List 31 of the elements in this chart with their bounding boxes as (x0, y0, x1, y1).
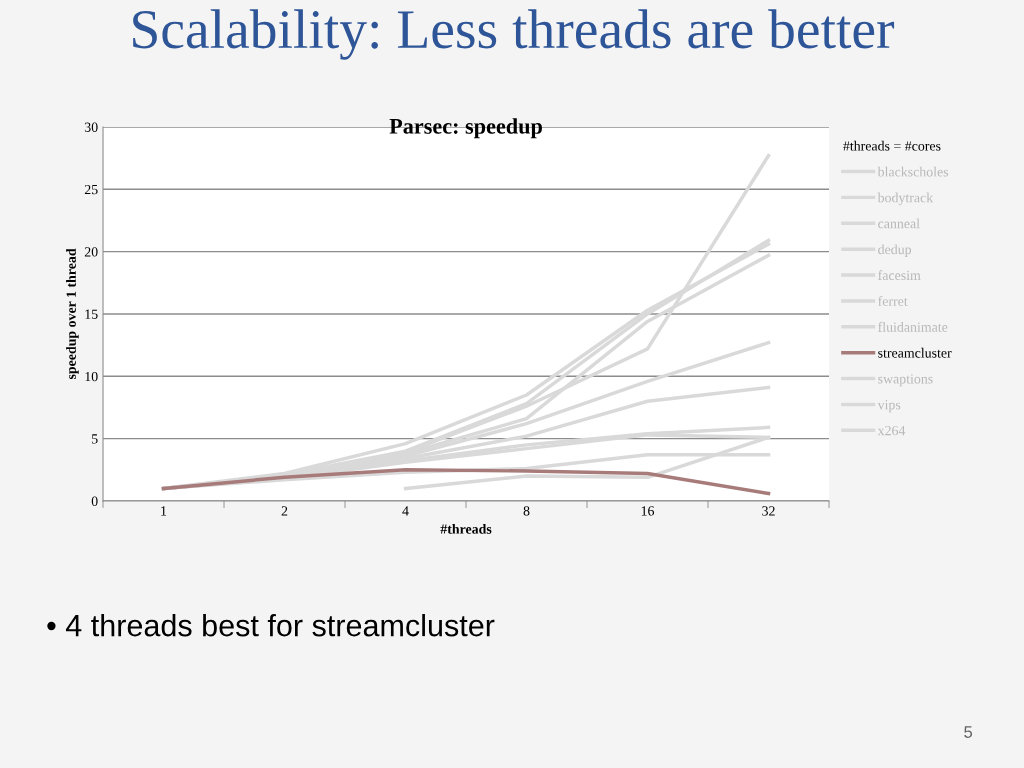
legend-label: blackscholes (877, 166, 949, 177)
x-tick-label: 1 (161, 506, 167, 516)
x-axis-title: #threads (440, 523, 492, 534)
y-tick-label: 15 (85, 309, 98, 319)
x-tick-label: 4 (402, 506, 409, 516)
chart-subtitle: Parsec: speedup (389, 118, 542, 139)
y-tick-label: 5 (92, 434, 98, 444)
x-tick-label: 2 (281, 506, 288, 516)
legend-label: x264 (877, 425, 906, 436)
y-tick-label: 0 (91, 496, 98, 506)
x-tick-label: 16 (641, 506, 655, 516)
chart-title: Scalability: Less threads are better (133, 9, 895, 60)
legend-title: #threads = #cores (843, 140, 941, 151)
x-tick-label: 32 (762, 506, 775, 516)
legend-label: ferret (878, 295, 908, 306)
legend-label: vips (877, 400, 901, 413)
legend-label: facesim (878, 270, 921, 281)
y-axis-title: speedup over 1 thread (66, 248, 79, 380)
legend-label: fluidanimate (878, 321, 948, 332)
y-tick-label: 20 (84, 247, 98, 257)
legend-label: canneal (878, 218, 920, 229)
legend-label: dedup (878, 244, 912, 257)
legend-label: swaptions (878, 374, 933, 387)
legend-label: streamcluster (878, 347, 952, 358)
legend-label: bodytrack (877, 192, 934, 206)
y-tick-label: 30 (84, 122, 98, 132)
text: 5 (964, 726, 973, 738)
y-tick-label: 25 (84, 184, 98, 195)
y-tick-label: 10 (85, 371, 98, 382)
x-tick-label: 8 (523, 506, 530, 516)
text: • 4 threads best for streamcluster (47, 613, 495, 637)
